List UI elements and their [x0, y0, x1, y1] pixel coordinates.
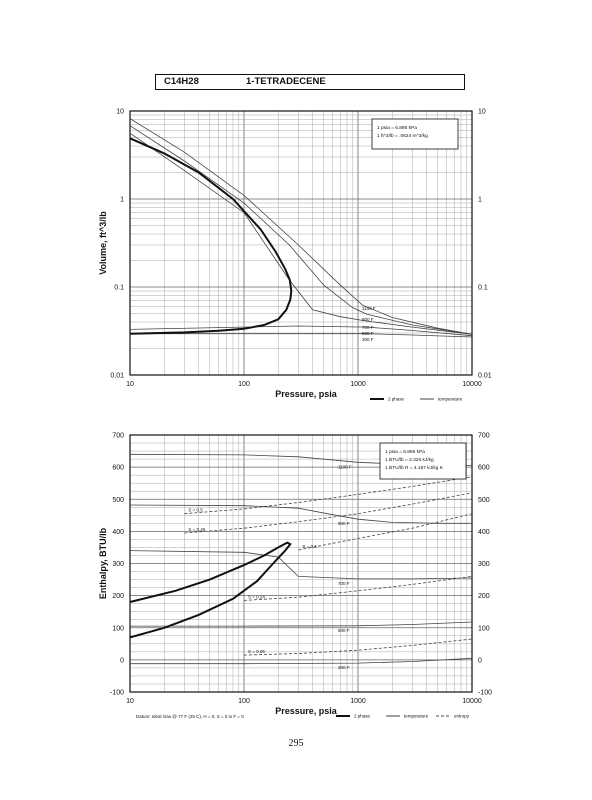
chart2-footnote: Datum: Ideal Gas @ 77 F (25 C), H = 0, S… — [136, 714, 244, 719]
chart1-y-tick-label-right: 1 — [478, 197, 482, 204]
chart1-x-tick-label: 100 — [238, 381, 250, 388]
chart1-y-tick-label-right: 0.01 — [478, 373, 492, 380]
chart2-entropy-line — [298, 513, 473, 551]
chart2-isotherm-label: 700 F — [338, 581, 350, 586]
chart1-conversion-text: 1 ft^3/lb = .0624 m^3/kg — [377, 133, 428, 139]
chart1-isotherm-line — [129, 325, 473, 337]
chart1-isotherm-label: 900 F — [362, 317, 374, 322]
chart2-plot-frame — [129, 434, 473, 693]
chart2-legend-label: temperature — [404, 714, 429, 719]
chart1-y-tick-label: 0.01 — [110, 373, 124, 380]
chart2-y-tick-label: 700 — [112, 433, 124, 440]
chart2-isotherm-label: 900 F — [338, 521, 350, 526]
chart2-entropy-label: S = 0.5 — [188, 508, 203, 513]
chart2-y-tick-label-right: 0 — [478, 657, 482, 664]
chart2-y-tick-label: 500 — [112, 497, 124, 504]
chart2-entropy-label: S = 0.24 — [248, 594, 265, 599]
chart2-y-tick-label: 200 — [112, 593, 124, 600]
chart2-y-tick-label-right: -100 — [478, 690, 492, 697]
chart1-y-tick-label: 0.1 — [114, 285, 124, 292]
chart2-y-tick-label-right: 200 — [478, 593, 490, 600]
chart1-y-axis-label: Volume, ft^3/lb — [98, 211, 108, 275]
chart2-x-tick-label: 10 — [126, 698, 134, 705]
chart2-entropy-line — [184, 476, 473, 515]
chart2-y-tick-label: 400 — [112, 529, 124, 536]
chart2-y-axis-label: Enthalpy, BTU/lb — [98, 527, 108, 599]
chart1-x-tick-label: 1000 — [350, 381, 366, 388]
chart1-isotherm-label: 700 F — [362, 325, 374, 330]
chart2-y-tick-label-right: 300 — [478, 561, 490, 568]
title-box: C14H28 1-TETRADECENE — [155, 74, 465, 90]
chart1-two-phase-curve — [129, 137, 293, 335]
chart2-conversion-text: 1 psia = 6.895 kPa — [385, 449, 425, 455]
chart2-two-phase-curve — [129, 541, 292, 639]
chart1-conversion-text: 1 psia = 6.895 kPa — [377, 125, 417, 131]
chart2-legend-label: 2 phase — [354, 714, 371, 719]
chart2-isotherm-line — [130, 621, 473, 627]
chart1-y-tick-label: 1 — [120, 197, 124, 204]
chart2-isotherm-label: 300 F — [338, 665, 350, 670]
chart1-isotherm-line — [130, 333, 473, 338]
chemical-formula: C14H28 — [164, 76, 199, 87]
chart1-isotherm-line — [129, 132, 473, 335]
chart1-legend-label: 2 phase — [388, 397, 405, 402]
chart2-entropy-label: S = 0.06 — [248, 649, 265, 654]
chart1-isotherm-label: 300 F — [362, 337, 374, 342]
chart2-isotherm-label: 1100 F — [338, 464, 352, 469]
chart2-isotherm-label: 500 F — [338, 628, 350, 633]
chart1-x-tick-label: 10 — [126, 381, 134, 388]
chart1-isotherm-line — [129, 118, 473, 335]
chart2-entropy-line — [184, 492, 473, 534]
chart2-x-axis-label: Pressure, psia — [275, 706, 338, 716]
chart2-y-tick-label: -100 — [110, 690, 124, 697]
chart1-plot-frame — [129, 110, 473, 376]
chart2-y-tick-label-right: 100 — [478, 625, 490, 632]
chart2-y-tick-label: 100 — [112, 625, 124, 632]
chart2-y-tick-label: 0 — [120, 657, 124, 664]
chart1-y-tick-label: 10 — [116, 109, 124, 116]
chart2-conversion-text: 1 BTU/lb R = 4.187 kJ/kg K — [385, 465, 444, 471]
chart1-x-tick-label: 10000 — [462, 381, 482, 388]
chart2-y-tick-label: 600 — [112, 465, 124, 472]
chart2-entropy-line — [243, 638, 473, 656]
chart2-y-tick-label-right: 700 — [478, 433, 490, 440]
chart2-y-tick-label-right: 500 — [478, 497, 490, 504]
compound-name: 1-TETRADECENE — [246, 76, 326, 87]
chart2-legend-label: entropy — [454, 714, 470, 719]
chart2-conversion-text: 1 BTU/lb = 2.326 kJ/kg — [385, 457, 434, 463]
chart2-x-tick-label: 10000 — [462, 698, 482, 705]
chart2-isotherm-line — [129, 550, 473, 580]
chart1-x-axis-label: Pressure, psia — [275, 389, 338, 399]
chart2-y-tick-label-right: 600 — [478, 465, 490, 472]
chart2-x-tick-label: 1000 — [350, 698, 366, 705]
chart2-conversion-box — [379, 442, 467, 480]
chart1-isotherm-line — [129, 125, 473, 335]
chart2-y-tick-label: 300 — [112, 561, 124, 568]
chart1-y-tick-label-right: 10 — [478, 109, 486, 116]
chart1-legend-label: temperature — [438, 397, 463, 402]
chart2-entropy-label: S = 0.45 — [188, 527, 205, 532]
chart2-y-tick-label-right: 400 — [478, 529, 490, 536]
chart2-x-tick-label: 100 — [238, 698, 250, 705]
chart1-isotherm-label: 1100 F — [362, 306, 376, 311]
chart1-conversion-box — [371, 118, 459, 150]
chart2-entropy-line — [243, 576, 473, 601]
page-number: 295 — [288, 738, 304, 749]
chart2-isotherm-line — [130, 657, 473, 665]
chart1-isotherm-label: 500 F — [362, 331, 374, 336]
chart1-y-tick-label-right: 0.1 — [478, 285, 488, 292]
chart2-isotherm-line — [129, 504, 472, 524]
chart2-entropy-label: S = 0.4 — [302, 544, 317, 549]
